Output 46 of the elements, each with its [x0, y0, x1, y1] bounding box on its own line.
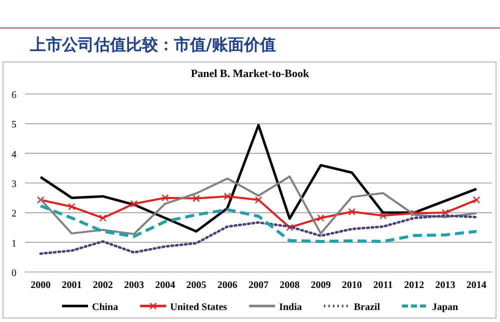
y-tick-label: 3	[12, 179, 16, 190]
y-tick-label: 5	[12, 120, 16, 131]
line-series	[39, 214, 478, 255]
x-tick-label: 2000	[30, 280, 51, 291]
line-series	[39, 204, 478, 243]
x-tick-label: 2014	[466, 280, 486, 291]
y-tick-label: 1	[12, 238, 16, 250]
y-tick-label: 4	[12, 149, 16, 160]
point	[410, 210, 418, 217]
x-tick-label: 2007	[248, 280, 268, 291]
x-tick-label: 2009	[310, 280, 331, 291]
chart-title: 上市公司估值比较：市值/账面价值	[29, 35, 276, 54]
y-tick-label: 6	[12, 90, 16, 101]
line-series	[40, 175, 478, 236]
point	[99, 214, 106, 222]
x-tick-label: 2002	[92, 280, 113, 291]
point	[317, 214, 324, 222]
line-series	[39, 124, 478, 233]
y-tick-label: 0	[12, 268, 16, 279]
point	[224, 192, 231, 200]
point	[68, 203, 76, 210]
legend-label: Brazil	[354, 302, 380, 313]
legend-label: China	[92, 302, 118, 313]
point	[472, 196, 480, 204]
x-tick-label: 2004	[155, 280, 176, 291]
point	[379, 212, 387, 220]
chart-subtitle: Panel B. Market-to-Book	[190, 68, 310, 80]
x-tick-label: 2010	[342, 280, 362, 291]
point	[348, 208, 356, 216]
legend-label: Japan	[432, 302, 459, 313]
point	[286, 224, 294, 232]
x-tick-label: 2005	[186, 280, 206, 291]
legend-label: India	[279, 302, 302, 313]
x-tick-label: 2008	[280, 280, 300, 291]
point	[192, 194, 200, 202]
x-tick-label: 2001	[62, 280, 82, 291]
x-tick-label: 2012	[404, 280, 424, 291]
y-tick-label: 2	[12, 208, 16, 220]
x-tick-label: 2011	[373, 280, 393, 291]
x-tick-label: 2003	[124, 280, 144, 291]
point	[254, 196, 262, 204]
x-tick-label: 2006	[217, 280, 238, 291]
legend-label: United States	[170, 302, 228, 313]
x-tick-label: 2013	[435, 280, 456, 291]
point	[162, 194, 169, 202]
point	[130, 200, 138, 208]
